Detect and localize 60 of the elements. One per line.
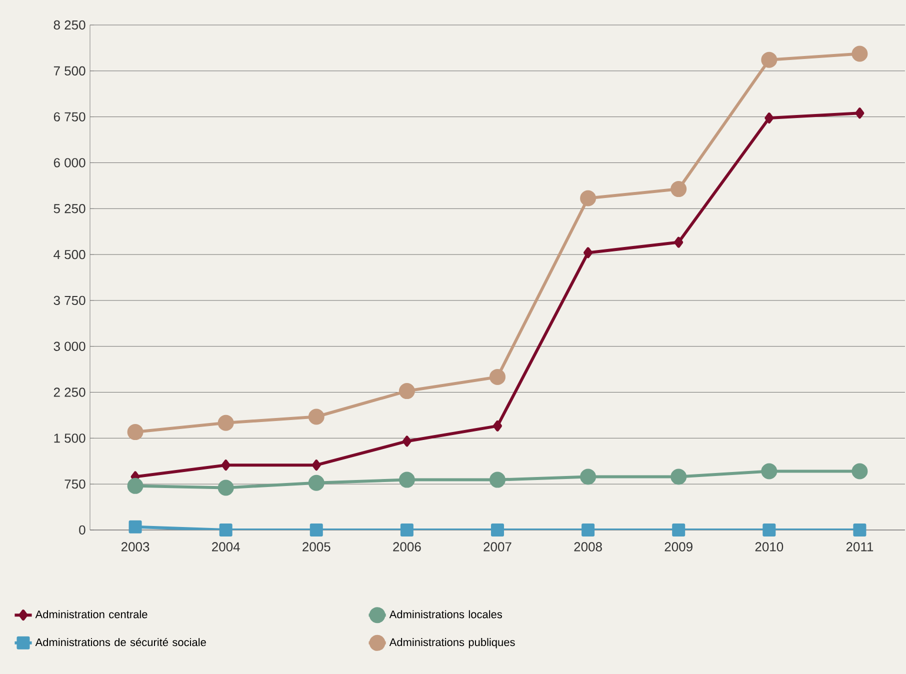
point — [219, 523, 232, 536]
point — [852, 46, 868, 62]
y-tick-label: 5 250 — [54, 204, 86, 214]
y-tick-label: 6 750 — [54, 112, 86, 122]
point — [855, 108, 864, 119]
x-tick-label: 2009 — [664, 542, 692, 552]
x-tick-label: 2008 — [574, 542, 602, 552]
y-tick-label: 1 500 — [54, 434, 86, 443]
x-tick-label: 2010 — [755, 542, 784, 552]
y-tick-label: 8 250 — [54, 20, 86, 30]
legend-label: Administration centrale — [35, 610, 148, 618]
x-tick-label: 2007 — [484, 542, 512, 552]
point — [853, 523, 866, 536]
point — [128, 520, 142, 534]
x-tick-label: 2011 — [846, 542, 874, 552]
point — [582, 523, 595, 536]
point — [312, 460, 321, 471]
y-tick-label: 3 000 — [54, 342, 86, 351]
point — [400, 523, 414, 536]
point — [761, 52, 778, 68]
point — [402, 436, 412, 447]
point — [218, 414, 234, 431]
point — [674, 236, 684, 248]
point — [398, 383, 415, 400]
legend-label: Administrations de sécurité sociale — [35, 638, 206, 646]
point — [584, 247, 593, 258]
y-tick-label: 0 — [79, 525, 86, 535]
point — [218, 480, 234, 496]
y-tick-label: 4 500 — [54, 250, 86, 260]
x-tick-label: 2005 — [302, 542, 330, 552]
point — [398, 472, 415, 488]
x-tick-label: 2003 — [121, 542, 150, 552]
point — [492, 420, 502, 432]
point — [761, 463, 778, 480]
point — [580, 468, 596, 485]
y-tick-label: 7 500 — [54, 66, 86, 76]
y-tick-label: 2 250 — [54, 388, 86, 397]
point — [762, 523, 776, 536]
y-tick-label: 3 750 — [54, 296, 86, 306]
point — [490, 368, 506, 385]
point — [308, 408, 324, 425]
point — [308, 474, 324, 491]
point — [670, 468, 687, 485]
point — [127, 424, 144, 440]
x-tick-label: 2006 — [393, 542, 421, 552]
legend-label: Administrations locales — [389, 610, 502, 618]
y-tick-label: 750 — [64, 479, 86, 489]
point — [490, 472, 506, 488]
point — [852, 463, 868, 480]
point — [490, 523, 504, 536]
x-tick-label: 2004 — [212, 542, 240, 552]
point — [221, 460, 230, 471]
legend-label: Administrations publiques — [389, 638, 515, 648]
y-tick-label: 6 000 — [54, 158, 86, 168]
point — [310, 523, 323, 536]
point — [672, 523, 686, 536]
point — [764, 112, 774, 124]
point — [127, 478, 144, 494]
point — [670, 181, 687, 198]
point — [580, 190, 596, 206]
